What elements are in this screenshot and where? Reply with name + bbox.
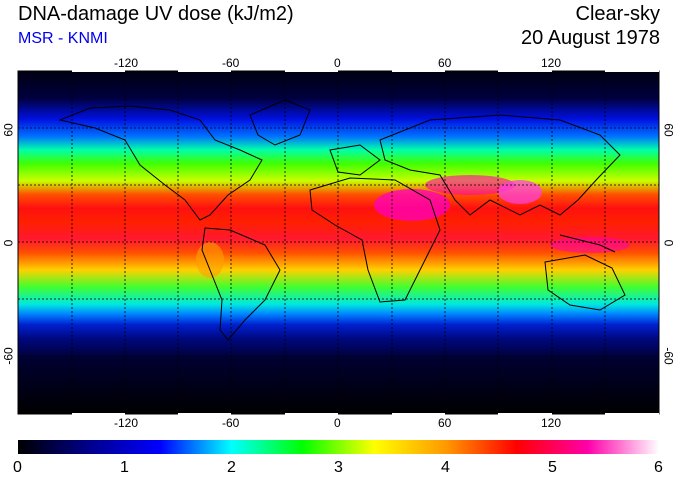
- lat-tick-left-1: 60: [1, 123, 16, 137]
- lat-tick-right-2: 0: [661, 239, 676, 247]
- lat-tick-left-3: -60: [1, 347, 16, 365]
- lat-tick-right-1: 60: [661, 123, 676, 137]
- lon-tick-bottom-4: 60: [438, 416, 452, 430]
- lon-tick-top-1: -120: [114, 56, 139, 70]
- hotspot-tibet: [498, 180, 542, 204]
- lon-tick-top-5: 120: [541, 56, 562, 70]
- lon-tick-bottom-3: 0: [334, 416, 341, 430]
- colorbar-label-2: 2: [227, 459, 236, 476]
- colorbar-label-0: 0: [13, 459, 22, 476]
- colorbar-label-5: 5: [548, 459, 557, 476]
- colorbar-label-6: 6: [654, 459, 663, 476]
- graticule: [18, 71, 659, 414]
- colorbar: [18, 440, 659, 454]
- colorbar-label-4: 4: [441, 459, 450, 476]
- hotspot-andes: [196, 242, 224, 278]
- lon-tick-bottom-2: -60: [222, 416, 240, 430]
- colorbar-label-3: 3: [334, 459, 343, 476]
- lon-tick-top-4: 60: [438, 56, 452, 70]
- hotspot-indonesia: [550, 237, 630, 253]
- lon-tick-top-2: -60: [222, 56, 240, 70]
- sky-condition: Clear-sky: [575, 3, 660, 25]
- map-frame: [17, 70, 660, 415]
- lon-tick-bottom-5: 120: [541, 416, 562, 430]
- frame-ticks: [72, 69, 659, 416]
- map-source: MSR - KNMI: [18, 30, 108, 47]
- lon-tick-bottom-1: -120: [114, 416, 139, 430]
- lat-tick-right-3: -60: [661, 347, 676, 365]
- map-title: DNA-damage UV dose (kJ/m2): [18, 3, 294, 25]
- lon-tick-top-3: 0: [334, 56, 341, 70]
- colorbar-strip: [18, 440, 659, 454]
- map-date: 20 August 1978: [520, 27, 660, 49]
- lat-tick-left-2: 0: [1, 239, 16, 247]
- colorbar-label-1: 1: [120, 459, 129, 476]
- hotspot-sahara: [374, 189, 450, 221]
